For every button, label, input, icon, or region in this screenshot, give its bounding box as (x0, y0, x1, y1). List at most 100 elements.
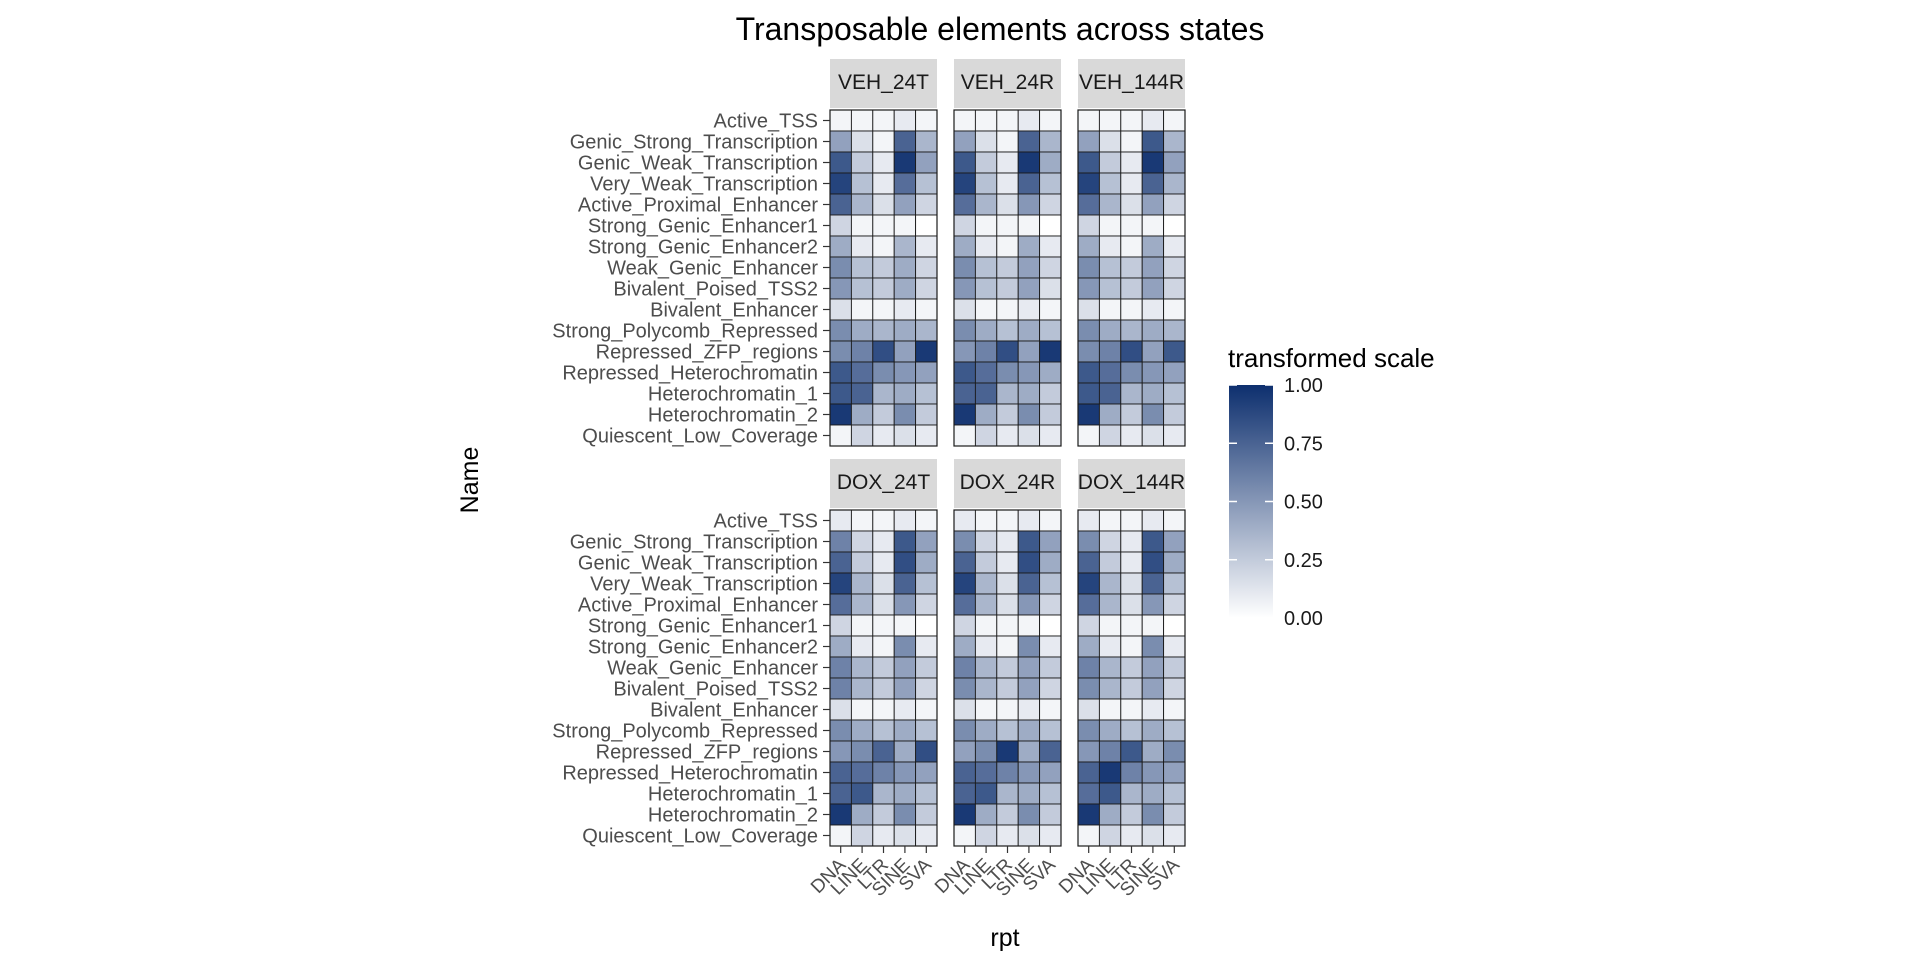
heatmap-cell (893, 340, 917, 363)
heatmap-cell (974, 698, 998, 721)
heatmap-cell (1039, 593, 1062, 616)
heatmap-cell (1163, 656, 1186, 679)
heatmap-cell (872, 719, 895, 742)
y-tick-label: Very_Weak_Transcription (590, 174, 818, 196)
y-tick-label: Heterochromatin_1 (648, 784, 818, 806)
heatmap-cell (953, 256, 976, 279)
heatmap-cell (893, 256, 917, 279)
heatmap-cell (1163, 719, 1186, 742)
heatmap-cell (1120, 656, 1143, 679)
heatmap-cell (893, 277, 917, 300)
heatmap-cell (1098, 677, 1122, 700)
heatmap-cell (1120, 172, 1143, 195)
heatmap-cell (893, 656, 917, 679)
heatmap-cell (850, 677, 874, 700)
heatmap-cell (953, 824, 976, 847)
heatmap-cell (996, 761, 1019, 784)
facet-strip (1078, 59, 1185, 108)
heatmap-cell (1163, 319, 1186, 342)
heatmap-cell (829, 256, 852, 279)
heatmap-cell (1163, 256, 1186, 279)
heatmap-cell (1039, 635, 1062, 658)
heatmap-cell (1120, 614, 1143, 637)
heatmap-cell (1017, 614, 1041, 637)
heatmap-cell (872, 656, 895, 679)
heatmap-cell (1141, 382, 1165, 405)
heatmap-cell (872, 403, 895, 426)
heatmap-cell (850, 614, 874, 637)
heatmap-cell (1120, 509, 1143, 532)
y-tick-label: Repressed_ZFP_regions (596, 342, 818, 364)
heatmap-cell (915, 614, 938, 637)
heatmap-cell (915, 530, 938, 553)
heatmap-cell (1098, 172, 1122, 195)
heatmap-cell (872, 572, 895, 595)
heatmap-cell (872, 130, 895, 153)
heatmap-cell (1039, 740, 1062, 763)
heatmap-cell (850, 424, 874, 447)
heatmap-cell (1163, 551, 1186, 574)
heatmap-cell (1077, 803, 1100, 826)
heatmap-cell (829, 782, 852, 805)
heatmap-cell (1017, 551, 1041, 574)
heatmap-cell (996, 551, 1019, 574)
heatmap-cell (996, 824, 1019, 847)
heatmap-cell (1077, 298, 1100, 321)
heatmap-cell (1120, 193, 1143, 216)
heatmap-cell (1098, 614, 1122, 637)
heatmap-cell (1017, 151, 1041, 174)
heatmap-cell (1141, 572, 1165, 595)
heatmap-cell (915, 782, 938, 805)
heatmap-cell (872, 824, 895, 847)
heatmap-cell (1120, 677, 1143, 700)
heatmap-cell (1141, 761, 1165, 784)
heatmap-cell (872, 740, 895, 763)
heatmap-cell (1077, 130, 1100, 153)
facet-strip (954, 59, 1061, 108)
heatmap-cell (974, 319, 998, 342)
heatmap-cell (974, 109, 998, 132)
heatmap-cell (1098, 530, 1122, 553)
heatmap-cell (850, 803, 874, 826)
heatmap-cell (974, 509, 998, 532)
heatmap-cell (1077, 761, 1100, 784)
heatmap-cell (1077, 214, 1100, 237)
heatmap-cell (1039, 824, 1062, 847)
heatmap-cell (1017, 719, 1041, 742)
heatmap-cell (893, 424, 917, 447)
heatmap-cell (1120, 319, 1143, 342)
heatmap-cell (1017, 298, 1041, 321)
heatmap-cell (1120, 740, 1143, 763)
heatmap-cell (974, 235, 998, 258)
heatmap-cell (829, 424, 852, 447)
heatmap-cell (829, 193, 852, 216)
heatmap-cell (1017, 635, 1041, 658)
heatmap-cell (872, 761, 895, 784)
facet-strip-label: VEH_144R (1079, 71, 1184, 94)
heatmap-cell (1163, 593, 1186, 616)
heatmap-cell (953, 319, 976, 342)
heatmap-cell (829, 235, 852, 258)
heatmap-cell (1017, 656, 1041, 679)
heatmap-cell (1017, 235, 1041, 258)
y-tick-label: Strong_Genic_Enhancer2 (588, 237, 818, 259)
heatmap-cell (996, 656, 1019, 679)
heatmap-cell (996, 235, 1019, 258)
heatmap-cell (872, 319, 895, 342)
heatmap-cell (915, 256, 938, 279)
heatmap-cell (893, 635, 917, 658)
heatmap-cell (1163, 614, 1186, 637)
heatmap-cell (1120, 340, 1143, 363)
heatmap-cell (1098, 256, 1122, 279)
heatmap-cell (829, 361, 852, 384)
heatmap-cell (893, 130, 917, 153)
heatmap-cell (1017, 277, 1041, 300)
heatmap-cell (1141, 782, 1165, 805)
heatmap-cell (974, 572, 998, 595)
heatmap-cell (829, 824, 852, 847)
heatmap-cell (953, 172, 976, 195)
y-tick-label: Bivalent_Enhancer (650, 700, 818, 722)
heatmap-cell (1141, 151, 1165, 174)
heatmap-cell (915, 319, 938, 342)
heatmap-cell (893, 677, 917, 700)
